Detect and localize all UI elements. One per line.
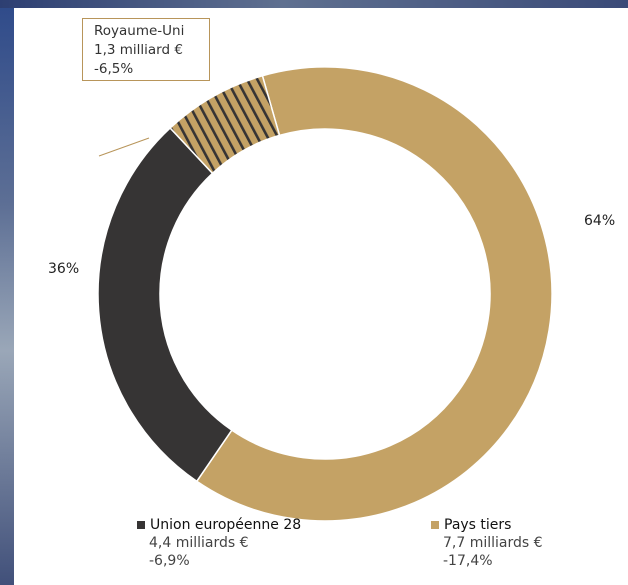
donut-slice-ue28	[97, 126, 233, 483]
donut-chart	[97, 66, 553, 522]
legend-item-pays-tiers: Pays tiers 7,7 milliards € -17,4%	[431, 516, 543, 570]
callout-amount: 1,3 milliard €	[94, 42, 183, 58]
ue-percent-label: 36%	[48, 261, 80, 277]
background-edge-left	[0, 0, 14, 585]
legend-swatch-ue28	[137, 521, 145, 529]
legend-amount-ue28: 4,4 milliards €	[149, 535, 249, 551]
legend-change-pays-tiers: -17,4%	[443, 553, 493, 569]
chart-panel: Royaume-Uni 1,3 milliard € -6,5% 64% 36%…	[14, 8, 628, 585]
callout-leader-line	[98, 137, 150, 157]
callout-name: Royaume-Uni	[94, 23, 185, 39]
background-edge-top	[0, 0, 628, 8]
donut-slice-royaume-uni	[169, 74, 281, 175]
callout-change: -6,5%	[94, 61, 134, 77]
donut-slice-pays-tiers	[195, 66, 553, 522]
royaume-uni-callout: Royaume-Uni 1,3 milliard € -6,5%	[82, 18, 210, 81]
legend-label-ue28: Union européenne 28	[150, 517, 302, 533]
legend-swatch-pays-tiers	[431, 521, 439, 529]
legend-change-ue28: -6,9%	[149, 553, 190, 569]
legend-label-pays-tiers: Pays tiers	[444, 517, 512, 533]
pays-tiers-percent-label: 64%	[584, 213, 616, 229]
legend-amount-pays-tiers: 7,7 milliards €	[443, 535, 543, 551]
legend-item-ue28: Union européenne 28 4,4 milliards € -6,9…	[137, 516, 301, 570]
